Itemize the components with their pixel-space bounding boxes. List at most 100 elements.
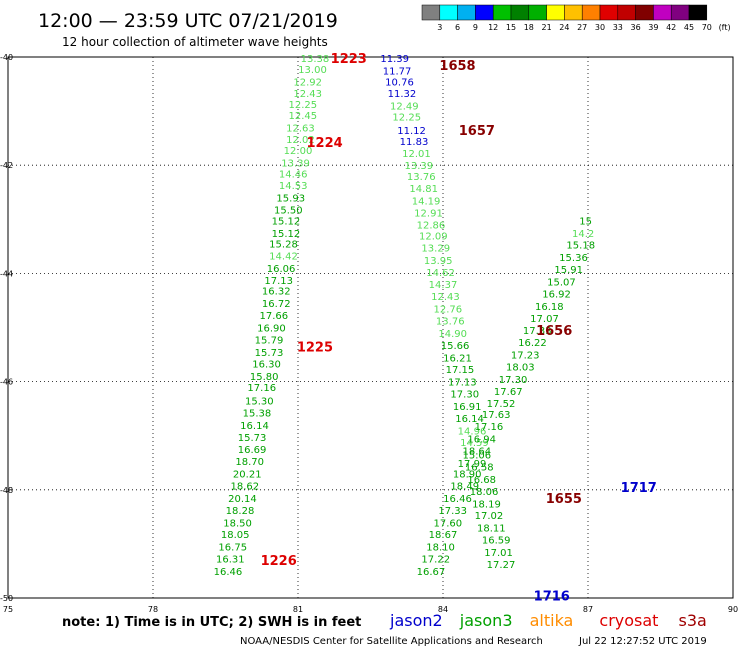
swh-data-label: 18.90 [453, 470, 482, 481]
swh-data-label: 17.16 [475, 422, 504, 433]
swh-data-label: 12.76 [434, 305, 463, 316]
swh-data-label: 17.30 [450, 390, 479, 401]
swh-data-label: 13.39 [405, 161, 434, 172]
swh-data-label: 17.07 [530, 314, 559, 325]
swh-data-label: 14.42 [269, 252, 298, 263]
swh-data-label: 13.00 [298, 65, 327, 76]
y-tick-label: -42 [0, 161, 13, 170]
swh-data-label: 12.25 [392, 113, 421, 124]
legend-entry: jason2 [389, 611, 443, 630]
colorbar-label: 39 [648, 23, 658, 32]
swh-data-label: 18.19 [472, 499, 501, 510]
swh-data-label: 14.37 [429, 280, 458, 291]
colorbar-label: 15 [506, 23, 516, 32]
swh-data-label: 15.79 [255, 335, 284, 346]
swh-data-label: 15.28 [269, 240, 298, 251]
swh-data-label: 14.53 [279, 181, 308, 192]
swh-data-label: 17.33 [523, 326, 552, 337]
swh-data-label: 16.58 [465, 463, 494, 474]
swh-data-label: 16.18 [535, 302, 564, 313]
swh-data-label: 12.86 [417, 221, 446, 232]
swh-data-label: 17.22 [421, 555, 450, 566]
y-tick-label: -40 [0, 53, 13, 62]
swh-data-label: 17.33 [438, 506, 467, 517]
swh-data-label: 15.50 [274, 206, 303, 217]
swh-data-label: 14.19 [412, 196, 441, 207]
colorbar-swatch [510, 4, 530, 21]
swh-data-label: 17.13 [264, 276, 293, 287]
swh-data-label: 17.01 [484, 548, 513, 559]
swh-data-label: 18.05 [221, 530, 250, 541]
swh-data-label: 17.67 [494, 387, 523, 398]
footer-credit: NOAA/NESDIS Center for Satellite Applica… [240, 636, 543, 647]
swh-data-label: 16.94 [467, 434, 496, 445]
chart-subtitle: 12 hour collection of altimeter wave hei… [62, 35, 328, 49]
swh-data-label: 17.16 [247, 383, 276, 394]
swh-data-label: 18.49 [450, 481, 479, 492]
swh-data-label: 12.09 [419, 232, 448, 243]
y-tick-label: -46 [0, 378, 13, 387]
colorbar-label: 21 [542, 23, 552, 32]
track-time-label: 1716 [534, 589, 570, 604]
swh-data-label: 16.32 [262, 287, 291, 298]
swh-data-label: 15.18 [566, 241, 595, 252]
track-time-label: 1223 [331, 52, 367, 67]
swh-data-label: 16.90 [257, 324, 286, 335]
swh-data-label: 16.91 [453, 402, 482, 413]
colorbar-label: 3 [437, 23, 442, 32]
swh-data-label: 16.46 [214, 567, 243, 578]
swh-data-label: 13.76 [407, 172, 436, 183]
colorbar-label: 42 [666, 23, 676, 32]
swh-data-label: 16.14 [455, 414, 484, 425]
swh-data-label: 18.62 [231, 481, 260, 492]
swh-data-label: 14.96 [458, 426, 487, 437]
x-tick-label: 90 [728, 605, 738, 614]
swh-data-label: 13.76 [436, 316, 465, 327]
legend-entry: jason3 [459, 611, 513, 630]
colorbar-label: 33 [613, 23, 623, 32]
swh-data-label: 11.83 [400, 137, 429, 148]
track-time-label: 1656 [536, 324, 572, 339]
swh-data-label: 16.68 [467, 475, 496, 486]
swh-data-label: 12.63 [286, 123, 315, 134]
swh-data-label: 12.01 [402, 149, 431, 160]
swh-data-label: 16.22 [518, 338, 547, 349]
swh-data-label: 17.27 [487, 560, 516, 571]
swh-data-label: 17.52 [487, 399, 516, 410]
colorbar-label: 70 [702, 23, 712, 32]
colorbar-label: 6 [455, 23, 460, 32]
swh-data-label: 11.39 [380, 54, 409, 65]
swh-data-label: 16.59 [482, 536, 511, 547]
legend-entry: altika [530, 611, 574, 630]
swh-data-label: 15.66 [441, 341, 470, 352]
colorbar-swatch [457, 4, 476, 21]
swh-data-label: 15.12 [272, 216, 301, 227]
swh-data-label: 11.12 [397, 126, 426, 137]
swh-data-label: 11.77 [383, 67, 412, 78]
swh-data-label: 16.69 [238, 445, 267, 456]
satellite-legend: jason2 jason3 altika cryosat s3a [389, 611, 707, 630]
swh-data-label: 18.50 [223, 518, 252, 529]
swh-data-label: 16.67 [417, 567, 446, 578]
track-time-label: 1225 [297, 340, 333, 355]
swh-data-label: 16.30 [252, 360, 281, 371]
y-tick-label: -50 [0, 594, 13, 603]
swh-data-label: 15.93 [276, 194, 305, 205]
swh-data-label: 12.00 [284, 146, 313, 157]
swh-data-label: 14.90 [438, 329, 467, 340]
colorbar-swatch [617, 4, 636, 21]
swh-data-label: 17.63 [482, 410, 511, 421]
swh-data-label: 12.43 [293, 89, 322, 100]
swh-data-label: 15.07 [547, 278, 576, 289]
track-time-label: 1717 [621, 481, 657, 496]
colorbar-swatch [564, 4, 583, 21]
swh-data-label: 17.02 [475, 511, 504, 522]
y-tick-label: -48 [0, 486, 13, 495]
swh-data-label: 16.75 [218, 543, 247, 554]
swh-data-label: 15.12 [272, 229, 301, 240]
swh-data-label: 20.21 [233, 470, 262, 481]
swh-data-label: 16.14 [240, 421, 269, 432]
swh-data-label: 17.23 [511, 351, 540, 362]
swh-data-label: 10.76 [385, 77, 414, 88]
